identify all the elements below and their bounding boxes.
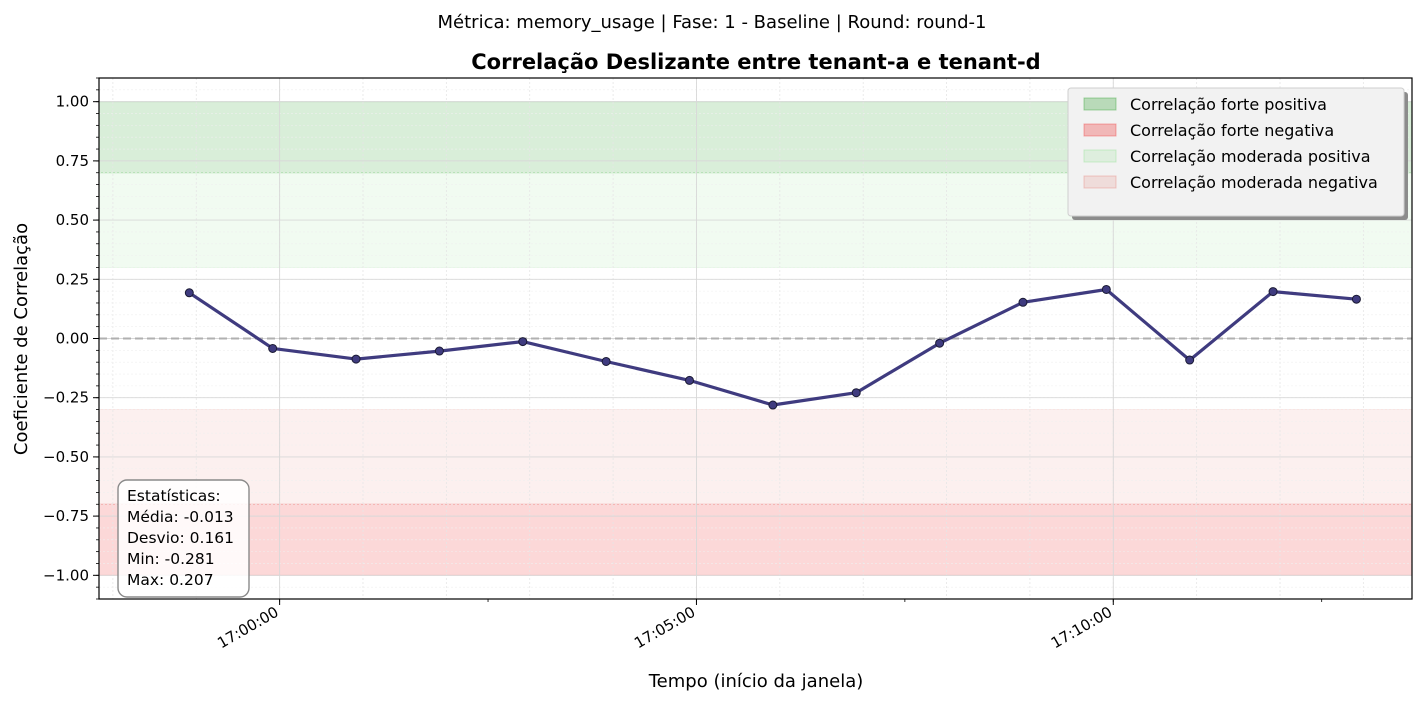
data-point <box>1018 297 1028 307</box>
stats-line-5: Max: 0.207 <box>127 571 214 589</box>
data-point <box>434 346 444 356</box>
data-point <box>1101 284 1111 294</box>
data-point <box>768 400 778 410</box>
legend-box <box>1067 87 1405 217</box>
data-point <box>184 288 194 298</box>
plot-area: 1.00 0.75 0.50 0.25 0.00 −0.25 −0.50 −0.75 −1.00… <box>43 77 1413 652</box>
chart-suptitle: Métrica: memory_usage | Fase: 1 - Baseli… <box>438 12 987 33</box>
legend-label-2: Correlação forte negativa <box>1130 121 1334 140</box>
y-tick-label: −0.75 <box>43 507 89 525</box>
data-point <box>518 337 528 347</box>
y-tick-label: −1.00 <box>43 566 89 584</box>
x-tick-label: 17:10:00 <box>1048 603 1115 652</box>
data-point <box>685 375 695 385</box>
data-point <box>1185 355 1195 365</box>
y-tick-label: −0.50 <box>43 448 89 466</box>
data-point <box>935 338 945 348</box>
stats-line-1: Estatísticas: <box>127 487 221 505</box>
x-tick-label: 17:00:00 <box>214 603 281 652</box>
legend-label-1: Correlação forte positiva <box>1130 95 1327 114</box>
data-point <box>1268 287 1278 297</box>
legend-swatch-2 <box>1083 123 1117 137</box>
data-point <box>268 343 278 353</box>
data-point <box>851 388 861 398</box>
y-tick-label: 1.00 <box>56 93 89 111</box>
x-axis-label: Tempo (início da janela) <box>648 671 864 692</box>
legend-label-4: Correlação moderada negativa <box>1130 173 1378 192</box>
legend-swatch-3 <box>1083 149 1117 163</box>
legend-swatch-1 <box>1083 97 1117 111</box>
stats-line-4: Min: -0.281 <box>127 550 215 568</box>
y-tick-label: 0.50 <box>56 211 89 229</box>
stats-line-2: Média: -0.013 <box>127 508 234 526</box>
y-tick-label: 0.25 <box>56 270 89 288</box>
stats-line-3: Desvio: 0.161 <box>127 529 234 547</box>
data-point <box>1351 294 1361 304</box>
data-point <box>351 354 361 364</box>
x-tick-label: 17:05:00 <box>631 603 698 652</box>
y-tick-label: 0.75 <box>56 152 89 170</box>
legend-label-3: Correlação moderada positiva <box>1130 147 1371 166</box>
stats-box <box>117 479 250 598</box>
chart-title: Correlação Deslizante entre tenant-a e t… <box>471 50 1040 74</box>
y-tick-label: −0.25 <box>43 389 89 407</box>
series-line <box>188 287 1357 407</box>
legend-swatch-4 <box>1083 175 1117 189</box>
y-axis-label: Coeficiente de Correlação <box>11 223 32 455</box>
y-tick-label: 0.00 <box>56 330 89 348</box>
data-point <box>601 356 611 366</box>
